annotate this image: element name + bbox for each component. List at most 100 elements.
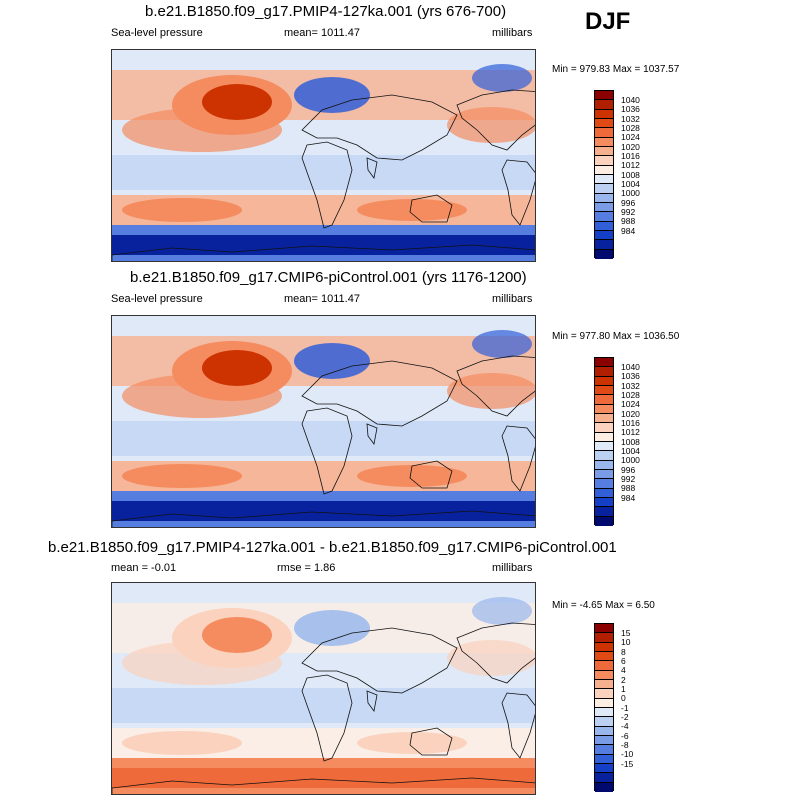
panel-1-colorbar <box>594 90 614 259</box>
colorbar-segment <box>595 376 613 386</box>
colorbar-segment <box>595 193 613 203</box>
colorbar-segment <box>595 441 613 452</box>
colorbar-segment <box>595 109 613 119</box>
panel-3-rmse: rmse = 1.86 <box>277 562 336 574</box>
colorbar-segment <box>595 432 613 442</box>
colorbar-segment <box>595 763 613 774</box>
colorbar-segment <box>595 670 613 680</box>
panel-2-variable: Sea-level pressure <box>111 293 203 305</box>
colorbar-segment <box>595 165 613 175</box>
colorbar-label: 984 <box>621 492 636 503</box>
colorbar-label: 988 <box>621 483 636 494</box>
colorbar-segment <box>595 202 613 213</box>
colorbar-segment <box>595 212 613 222</box>
colorbar-segment <box>595 717 613 727</box>
colorbar-label: 1024 <box>621 399 640 410</box>
colorbar-segment <box>595 137 613 147</box>
colorbar-label: 1020 <box>621 408 640 419</box>
colorbar-segment <box>595 507 613 517</box>
colorbar-label: 1040 <box>621 94 640 105</box>
colorbar-segment <box>595 156 613 166</box>
colorbar-segment <box>595 497 613 508</box>
colorbar-segment <box>595 754 613 764</box>
colorbar-label: 0 <box>621 693 626 704</box>
panel-3-mean: mean = -0.01 <box>111 562 177 574</box>
panel-3-title: b.e21.B1850.f09_g17.PMIP4-127ka.001 - b.… <box>48 539 617 556</box>
colorbar-segment <box>595 782 613 792</box>
colorbar-segment <box>595 633 613 643</box>
colorbar-label: 8 <box>621 646 626 657</box>
colorbar-label: 15 <box>621 627 631 638</box>
colorbar-segment <box>595 91 613 101</box>
colorbar-segment <box>595 249 613 259</box>
colorbar-segment <box>595 707 613 718</box>
colorbar-segment <box>595 469 613 480</box>
colorbar-segment <box>595 698 613 708</box>
colorbar-label: 1 <box>621 683 626 694</box>
colorbar-segment <box>595 128 613 138</box>
colorbar-label: 1028 <box>621 122 640 133</box>
colorbar-segment <box>595 358 613 368</box>
colorbar-label: -2 <box>621 711 629 722</box>
colorbar-label: 1000 <box>621 455 640 466</box>
colorbar-segment <box>595 642 613 652</box>
colorbar-label: 1004 <box>621 178 640 189</box>
colorbar-label: 1024 <box>621 132 640 143</box>
colorbar-segment <box>595 146 613 157</box>
panel-2-colorbar <box>594 357 614 526</box>
colorbar-segment <box>595 404 613 414</box>
colorbar-segment <box>595 516 613 526</box>
colorbar-label: -8 <box>621 739 629 750</box>
panel-1-minmax: Min = 979.83 Max = 1037.57 <box>552 64 680 75</box>
colorbar-segment <box>595 413 613 424</box>
colorbar-segment <box>595 460 613 470</box>
panel-2-map <box>111 315 536 528</box>
panel-2-mean: mean= 1011.47 <box>284 293 360 305</box>
panel-1-map <box>111 49 536 262</box>
colorbar-label: 1036 <box>621 371 640 382</box>
panel-2-units: millibars <box>492 293 533 305</box>
colorbar-segment <box>595 479 613 489</box>
colorbar-segment <box>595 184 613 194</box>
colorbar-label: 996 <box>621 197 636 208</box>
colorbar-segment <box>595 773 613 783</box>
colorbar-label: -10 <box>621 749 634 760</box>
colorbar-label: 10 <box>621 637 631 648</box>
panel-3-map <box>111 582 536 795</box>
colorbar-label: 996 <box>621 464 636 475</box>
colorbar-segment <box>595 689 613 699</box>
panel-1-variable: Sea-level pressure <box>111 27 203 39</box>
colorbar-segment <box>595 726 613 736</box>
colorbar-label: 992 <box>621 206 636 217</box>
colorbar-segment <box>595 240 613 250</box>
colorbar-label: 1004 <box>621 445 640 456</box>
colorbar-label: 1032 <box>621 380 640 391</box>
colorbar-segment <box>595 118 613 129</box>
colorbar-label: 988 <box>621 216 636 227</box>
colorbar-segment <box>595 367 613 377</box>
colorbar-label: 1008 <box>621 169 640 180</box>
panel-1-title: b.e21.B1850.f09_g17.PMIP4-127ka.001 (yrs… <box>145 3 507 20</box>
colorbar-label: 1036 <box>621 104 640 115</box>
colorbar-label: 1040 <box>621 361 640 372</box>
colorbar-segment <box>595 174 613 185</box>
colorbar-label: 992 <box>621 473 636 484</box>
panel-3-colorbar <box>594 623 614 792</box>
panel-3-minmax: Min = -4.65 Max = 6.50 <box>552 600 655 611</box>
colorbar-segment <box>595 385 613 396</box>
colorbar-segment <box>595 100 613 110</box>
colorbar-segment <box>595 221 613 231</box>
colorbar-segment <box>595 679 613 690</box>
colorbar-segment <box>595 735 613 746</box>
panel-3-units: millibars <box>492 562 533 574</box>
season-label: DJF <box>585 8 631 35</box>
panel-1-mean: mean= 1011.47 <box>284 27 360 39</box>
colorbar-label: 1028 <box>621 389 640 400</box>
colorbar-label: 4 <box>621 665 626 676</box>
colorbar-segment <box>595 488 613 498</box>
colorbar-segment <box>595 624 613 634</box>
colorbar-segment <box>595 423 613 433</box>
colorbar-segment <box>595 395 613 405</box>
colorbar-segment <box>595 230 613 241</box>
colorbar-label: 1016 <box>621 150 640 161</box>
